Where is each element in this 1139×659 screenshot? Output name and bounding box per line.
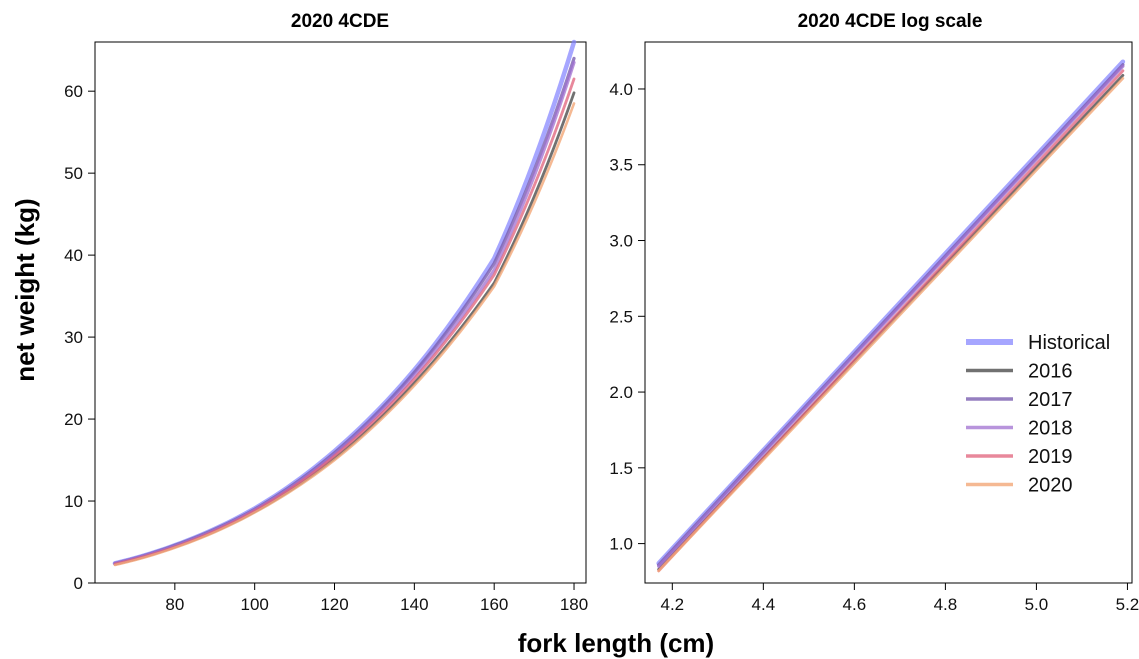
series-line-2018 (113, 60, 576, 565)
y-tick-label: 1.0 (609, 535, 633, 554)
legend-label: 2017 (1028, 389, 1073, 411)
x-tick-label: 100 (240, 595, 268, 614)
x-tick-label: 140 (400, 595, 428, 614)
x-tick-label: 4.2 (660, 595, 684, 614)
y-tick-label: 0 (74, 574, 83, 593)
legend-label: 2019 (1028, 446, 1073, 468)
legend: Historical 2016 2017 2018 2019 2020 (966, 332, 1110, 497)
y-tick-label: 50 (64, 164, 83, 183)
panel-log: 2020 4CDE log scale 4.2 4.4 4.6 4.8 5.0 5.2 1.… (609, 11, 1139, 614)
series-line-historical (112, 39, 577, 566)
series-line-2018 (657, 64, 1125, 568)
y-tick-label: 30 (64, 328, 83, 347)
x-tick-label: 4.6 (843, 595, 867, 614)
series-lines-log (656, 59, 1126, 573)
y-tick-label: 3.5 (609, 156, 633, 175)
x-tick-label: 4.8 (934, 595, 958, 614)
axis-ticks-linear: 80 100 120 140 160 180 0 10 20 30 40 50 60 (64, 82, 588, 614)
y-tick-label: 2.0 (609, 383, 633, 402)
series-line-2016 (113, 91, 576, 566)
y-tick-label: 10 (64, 492, 83, 511)
legend-label: 2016 (1028, 361, 1073, 383)
y-tick-label: 1.5 (609, 459, 633, 478)
x-tick-label: 5.2 (1116, 595, 1139, 614)
y-tick-label: 3.0 (609, 232, 633, 251)
series-lines-linear (112, 39, 577, 567)
y-tick-label: 20 (64, 410, 83, 429)
series-line-2019 (113, 77, 576, 566)
x-tick-label: 80 (165, 595, 184, 614)
series-line-2017 (113, 56, 576, 565)
series-line-2020 (657, 77, 1125, 573)
axis-ticks-log: 4.2 4.4 4.6 4.8 5.0 5.2 1.0 1.5 2.0 2.5 3.0 3.5 4.0 (609, 80, 1139, 614)
x-tick-label: 5.0 (1025, 595, 1049, 614)
y-tick-label: 4.0 (609, 80, 633, 99)
legend-label: 2020 (1028, 475, 1073, 497)
x-axis-label: fork length (cm) (518, 628, 714, 658)
series-line-2020 (113, 102, 576, 567)
panel-title-log: 2020 4CDE log scale (798, 11, 983, 32)
legend-label: Historical (1028, 332, 1110, 354)
legend-label: 2018 (1028, 418, 1073, 440)
y-tick-label: 40 (64, 246, 83, 265)
x-tick-label: 120 (320, 595, 348, 614)
y-tick-label: 60 (64, 82, 83, 101)
y-axis-label: net weight (kg) (10, 198, 40, 381)
panel-linear: 2020 4CDE 80 100 120 140 160 180 0 10 20 30 40 50 60 (64, 11, 588, 614)
x-tick-label: 4.4 (752, 595, 776, 614)
y-tick-label: 2.5 (609, 307, 633, 326)
x-tick-label: 180 (560, 595, 588, 614)
x-tick-label: 160 (480, 595, 508, 614)
plot-frame-linear (94, 41, 587, 584)
panel-title-linear: 2020 4CDE (291, 11, 389, 32)
plot-frame-log (644, 41, 1133, 584)
